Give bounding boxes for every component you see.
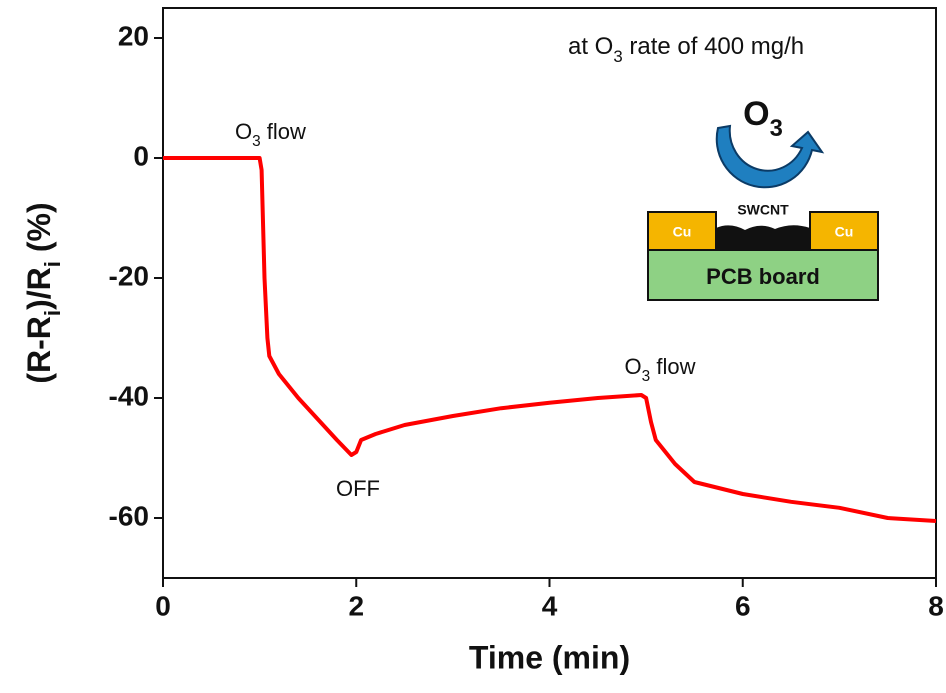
text-part: )/R (21, 267, 57, 310)
swcnt-film (716, 225, 810, 250)
x-tick-label: 6 (735, 590, 751, 621)
text-part: at O (568, 33, 613, 60)
x-tick-label: 0 (155, 590, 171, 621)
cu-label: Cu (835, 224, 854, 240)
text-part: rate of 400 mg/h (623, 33, 804, 60)
text-part: (%) (21, 202, 57, 261)
text-part: flow (650, 354, 695, 379)
data-line (163, 156, 937, 523)
y-tick-label: -40 (109, 380, 149, 411)
subscript: 3 (642, 368, 651, 385)
subscript: 3 (613, 47, 622, 66)
y-tick-label: 0 (133, 140, 149, 171)
annotation: OFF (336, 476, 380, 501)
swcnt-label: SWCNT (737, 202, 789, 218)
annotation: O3 flow (235, 119, 306, 150)
text-part: (R-R (21, 316, 57, 384)
text-part: OFF (336, 476, 380, 501)
y-tick-label: -60 (109, 500, 149, 531)
subscript: i (40, 310, 65, 316)
y-tick-label: -20 (109, 260, 149, 291)
text-part: O (625, 354, 642, 379)
x-axis-label: Time (min) (469, 639, 630, 675)
y-tick-label: 20 (118, 20, 149, 51)
inset-diagram: O3 SWCNT Cu Cu PCB board (647, 95, 879, 301)
inset-ozone-label: O3 (743, 95, 783, 142)
text-part: O (743, 95, 769, 133)
annotation: at O3 rate of 400 mg/h (568, 33, 804, 66)
y-axis-label: (R-Ri)/Ri (%) (21, 202, 65, 383)
text-part: O (235, 119, 252, 144)
cu-label: Cu (673, 224, 692, 240)
x-tick-label: 2 (348, 590, 364, 621)
text-part: flow (261, 119, 306, 144)
cu-pad (647, 211, 717, 251)
pcb-label: PCB board (706, 264, 820, 289)
subscript: 3 (770, 115, 783, 142)
ozone-arrow (715, 124, 825, 189)
subscript: i (40, 261, 65, 267)
annotation: O3 flow (625, 354, 696, 385)
x-tick-label: 4 (542, 590, 558, 621)
x-tick-label: 8 (928, 590, 944, 621)
subscript: 3 (252, 133, 261, 150)
